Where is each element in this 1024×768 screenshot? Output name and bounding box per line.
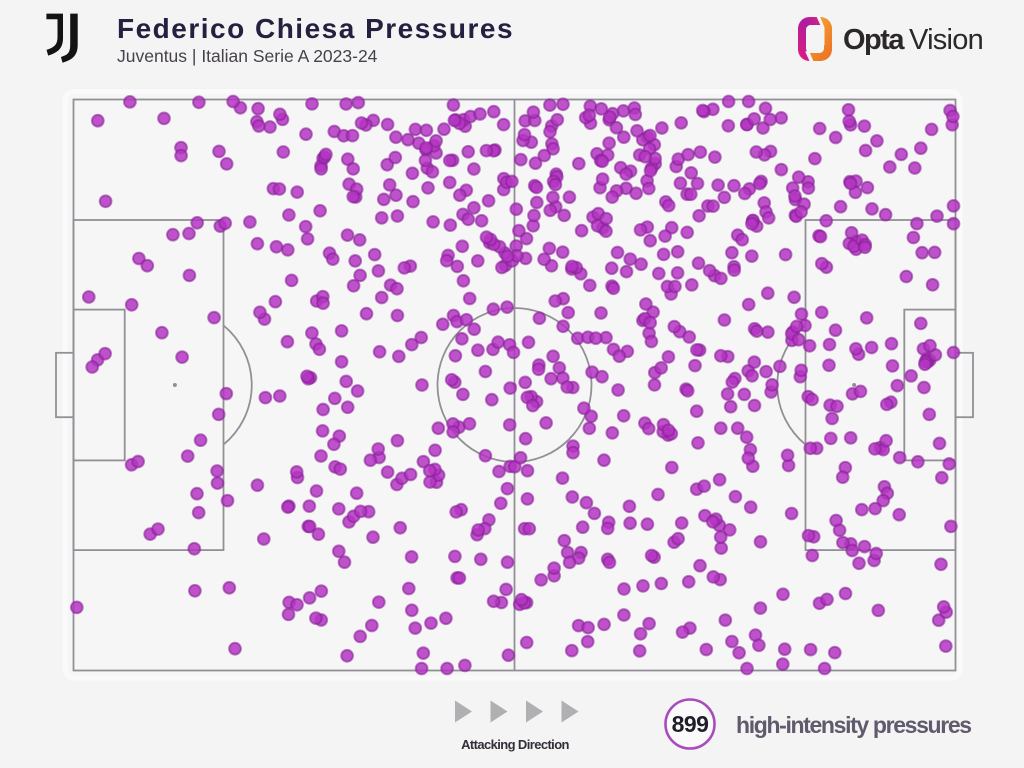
svg-text:Vision: Vision	[909, 24, 983, 56]
svg-text:899: 899	[672, 711, 709, 737]
svg-text:Opta: Opta	[843, 24, 905, 56]
